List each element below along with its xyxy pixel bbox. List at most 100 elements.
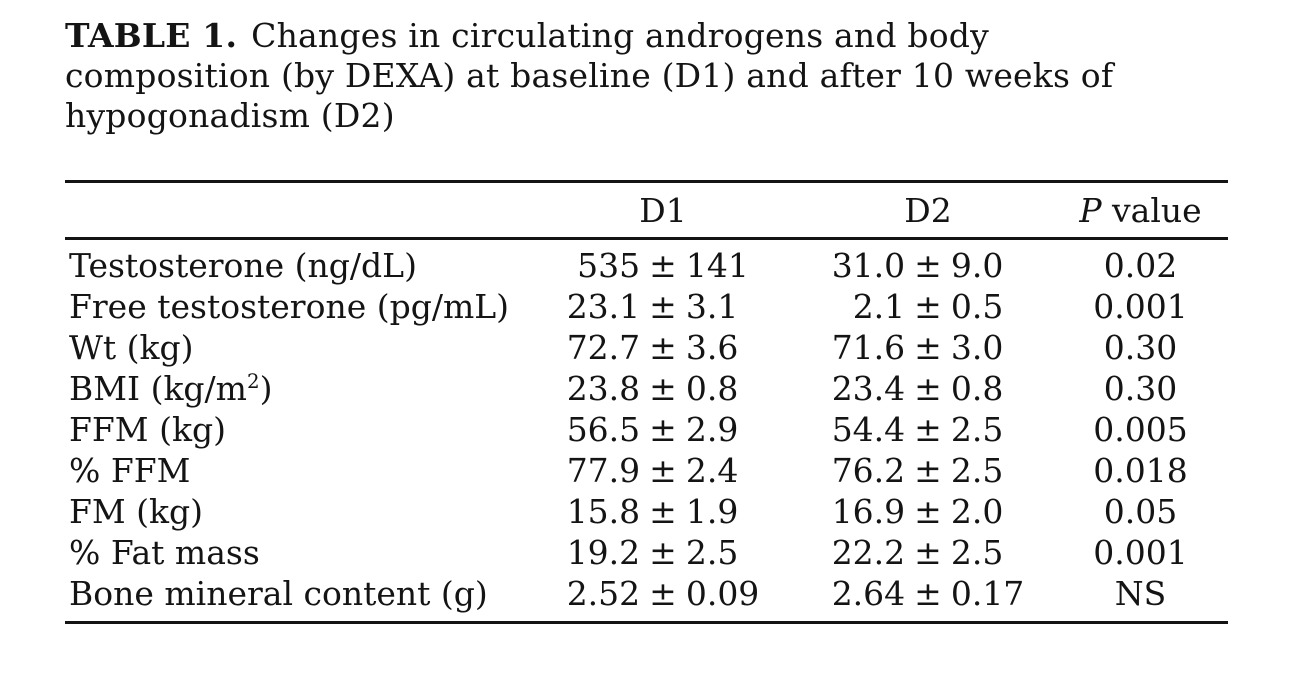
row-label: FM (kg) — [69, 492, 204, 531]
plus-minus: ± — [914, 533, 942, 572]
d2-mean: 16.9 — [831, 492, 906, 531]
table-body: Testosterone (ng/dL) 535 ±141 31.0 ±9.0 0.… — [65, 240, 1228, 621]
table-row-fm: FM (kg) 15.8 ±1.9 16.9 ±2.0 0.05 — [65, 491, 1228, 532]
bmi-label-post: ) — [259, 369, 273, 408]
plus-minus: ± — [914, 492, 942, 531]
d1-sd: 2.5 — [685, 533, 739, 572]
table-row-ffm: FFM (kg) 56.5 ±2.9 54.4 ±2.5 0.005 — [65, 409, 1228, 450]
d1-mean: 72.7 — [566, 328, 641, 367]
d2-value: 23.4 ±0.8 — [803, 369, 1053, 408]
p-value: NS — [1114, 574, 1167, 613]
plus-minus: ± — [649, 451, 677, 490]
p-word: value — [1112, 190, 1202, 230]
caption-line-1: TABLE 1. Changes in circulating androgens… — [65, 16, 1185, 56]
d2-mean: 31.0 — [831, 246, 906, 285]
column-header-d2: D2 — [904, 190, 952, 230]
plus-minus: ± — [649, 246, 677, 285]
table-row-weight: Wt (kg) 72.7 ±3.6 71.6 ±3.0 0.30 — [65, 327, 1228, 368]
row-label: Wt (kg) — [69, 328, 194, 367]
d1-mean: 15.8 — [566, 492, 641, 531]
d2-mean: 54.4 — [831, 410, 906, 449]
caption-text-2: composition (by DEXA) at baseline (D1) a… — [65, 56, 1114, 95]
table-caption: TABLE 1. Changes in circulating androgens… — [65, 16, 1185, 136]
row-label: % FFM — [69, 451, 191, 490]
table-row-free-testosterone: Free testosterone (pg/mL) 23.1 ±3.1 2.1 ±0… — [65, 286, 1228, 327]
plus-minus: ± — [914, 451, 942, 490]
d1-value: 77.9 ±2.4 — [523, 451, 803, 490]
d2-sd: 2.0 — [950, 492, 1004, 531]
bmi-label-superscript: 2 — [246, 370, 260, 393]
d1-sd: 2.9 — [685, 410, 739, 449]
d1-mean: 23.8 — [566, 369, 641, 408]
bmi-label-pre: BMI (kg/m — [69, 369, 247, 408]
table-row-percent-ffm: % FFM 77.9 ±2.4 76.2 ±2.5 0.018 — [65, 450, 1228, 491]
caption-text-3: hypogonadism (D2) — [65, 96, 395, 135]
d2-value: 31.0 ±9.0 — [803, 246, 1053, 285]
d2-mean: 2.64 — [831, 574, 906, 613]
d2-sd: 0.5 — [950, 287, 1004, 326]
caption-text-1: Changes in circulating androgens and bod… — [251, 16, 989, 55]
d2-value: 2.64 ±0.17 — [803, 574, 1053, 613]
p-value: 0.02 — [1103, 246, 1178, 285]
d1-sd: 141 — [685, 246, 749, 285]
d1-value: 535 ±141 — [523, 246, 803, 285]
d1-mean: 19.2 — [566, 533, 641, 572]
d1-value: 23.1 ±3.1 — [523, 287, 803, 326]
d1-mean: 535 — [577, 246, 641, 285]
row-label: Testosterone (ng/dL) — [69, 246, 417, 285]
d2-value: 16.9 ±2.0 — [803, 492, 1053, 531]
d1-mean: 2.52 — [566, 574, 641, 613]
d2-value: 71.6 ±3.0 — [803, 328, 1053, 367]
row-label: FFM (kg) — [69, 410, 226, 449]
d1-mean: 23.1 — [566, 287, 641, 326]
d1-sd: 2.4 — [685, 451, 739, 490]
d2-sd: 3.0 — [950, 328, 1004, 367]
d1-sd: 1.9 — [685, 492, 739, 531]
d2-sd: 2.5 — [950, 533, 1004, 572]
table-header-row: D1 D2 P value — [65, 183, 1228, 240]
row-label: Bone mineral content (g) — [69, 574, 488, 613]
p-value: 0.005 — [1093, 410, 1188, 449]
d1-value: 23.8 ±0.8 — [523, 369, 803, 408]
table-row-bmi: BMI (kg/m2) 23.8 ±0.8 23.4 ±0.8 0.30 — [65, 368, 1228, 409]
d1-mean: 77.9 — [566, 451, 641, 490]
p-symbol: P — [1079, 190, 1102, 230]
d2-mean: 22.2 — [831, 533, 906, 572]
d1-value: 15.8 ±1.9 — [523, 492, 803, 531]
d2-mean: 2.1 — [852, 287, 906, 326]
plus-minus: ± — [914, 328, 942, 367]
data-table: D1 D2 P value Testosterone (ng/dL) 535 ±1… — [65, 180, 1228, 624]
plus-minus: ± — [649, 574, 677, 613]
p-value: 0.018 — [1093, 451, 1188, 490]
d1-value: 19.2 ±2.5 — [523, 533, 803, 572]
d2-value: 54.4 ±2.5 — [803, 410, 1053, 449]
row-label: BMI (kg/m2) — [65, 369, 523, 408]
p-value: 0.30 — [1103, 328, 1178, 367]
d2-sd: 0.8 — [950, 369, 1004, 408]
plus-minus: ± — [649, 328, 677, 367]
plus-minus: ± — [649, 369, 677, 408]
plus-minus: ± — [914, 574, 942, 613]
d2-mean: 23.4 — [831, 369, 906, 408]
d2-value: 2.1 ±0.5 — [803, 287, 1053, 326]
column-header-d1: D1 — [639, 190, 687, 230]
d1-sd: 3.6 — [685, 328, 739, 367]
plus-minus: ± — [914, 369, 942, 408]
plus-minus: ± — [914, 287, 942, 326]
d1-value: 2.52 ±0.09 — [523, 574, 803, 613]
plus-minus: ± — [649, 492, 677, 531]
d1-mean: 56.5 — [566, 410, 641, 449]
d2-sd: 2.5 — [950, 451, 1004, 490]
p-value: 0.001 — [1093, 287, 1188, 326]
d2-sd: 0.17 — [950, 574, 1025, 613]
p-value: 0.05 — [1103, 492, 1178, 531]
table-row-percent-fat-mass: % Fat mass 19.2 ±2.5 22.2 ±2.5 0.001 — [65, 532, 1228, 573]
row-label: % Fat mass — [69, 533, 260, 572]
d2-value: 76.2 ±2.5 — [803, 451, 1053, 490]
plus-minus: ± — [649, 410, 677, 449]
d2-value: 22.2 ±2.5 — [803, 533, 1053, 572]
plus-minus: ± — [649, 533, 677, 572]
plus-minus: ± — [914, 246, 942, 285]
table-row-testosterone: Testosterone (ng/dL) 535 ±141 31.0 ±9.0 0.… — [65, 245, 1228, 286]
